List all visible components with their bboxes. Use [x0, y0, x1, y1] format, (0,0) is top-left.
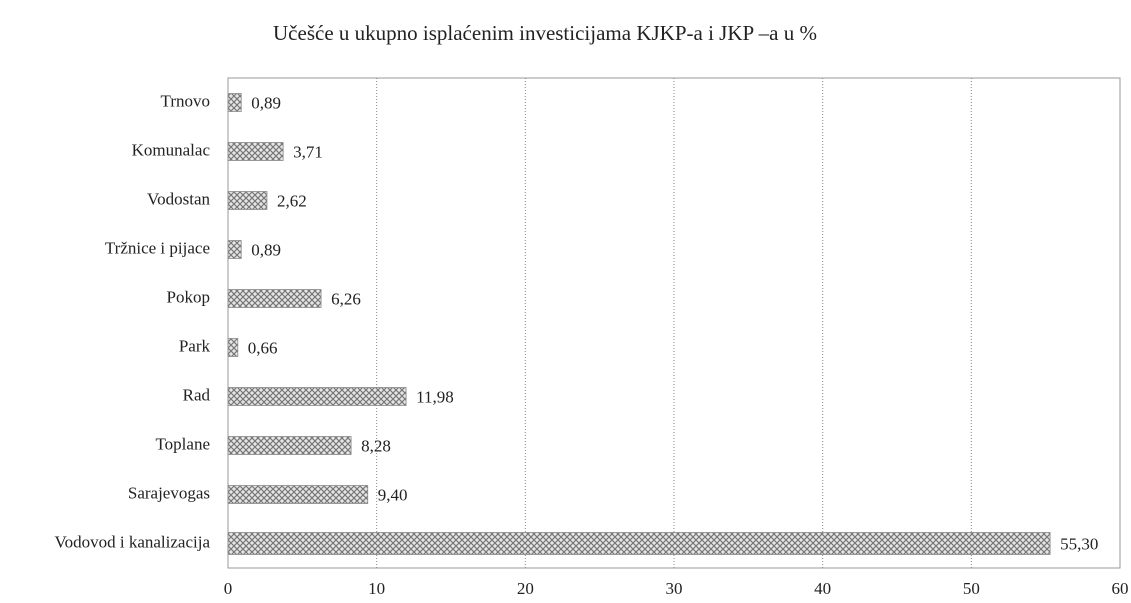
bar [227, 191, 268, 210]
bar [227, 142, 284, 161]
bar [227, 240, 242, 259]
value-label: 0,66 [248, 338, 278, 357]
value-label: 0,89 [251, 93, 281, 112]
x-tick-label: 40 [814, 579, 831, 598]
value-label: 0,89 [251, 240, 281, 259]
value-label: 11,98 [416, 387, 454, 406]
bar [227, 485, 369, 504]
x-tick-label: 50 [963, 579, 980, 598]
value-label: 3,71 [293, 142, 323, 161]
bar [227, 338, 239, 357]
y-tick-label: Trnovo [161, 91, 210, 110]
y-tick-label: Tržnice i pijace [105, 238, 210, 257]
y-tick-label: Komunalac [132, 140, 211, 159]
x-tick-label: 20 [517, 579, 534, 598]
y-tick-label: Pokop [167, 287, 210, 306]
bar [227, 532, 1051, 555]
x-tick-label: 0 [224, 579, 233, 598]
y-tick-label: Rad [183, 385, 211, 404]
y-tick-label: Vodostan [147, 189, 210, 208]
bar [227, 289, 322, 308]
y-tick-label: Park [179, 336, 211, 355]
y-tick-label: Vodovod i kanalizacija [55, 532, 211, 551]
value-label: 8,28 [361, 436, 391, 455]
chart-title: Učešće u ukupno isplaćenim investicijama… [273, 21, 817, 45]
bar [227, 93, 242, 112]
y-tick-label: Sarajevogas [128, 483, 210, 502]
value-label: 9,40 [378, 485, 408, 504]
value-label: 6,26 [331, 289, 361, 308]
bar [227, 436, 352, 455]
value-label: 2,62 [277, 191, 307, 210]
bar [227, 387, 407, 406]
x-tick-label: 60 [1112, 579, 1129, 598]
value-label: 55,30 [1060, 534, 1098, 553]
x-tick-label: 30 [666, 579, 683, 598]
y-tick-label: Toplane [155, 434, 210, 453]
x-tick-label: 10 [368, 579, 385, 598]
